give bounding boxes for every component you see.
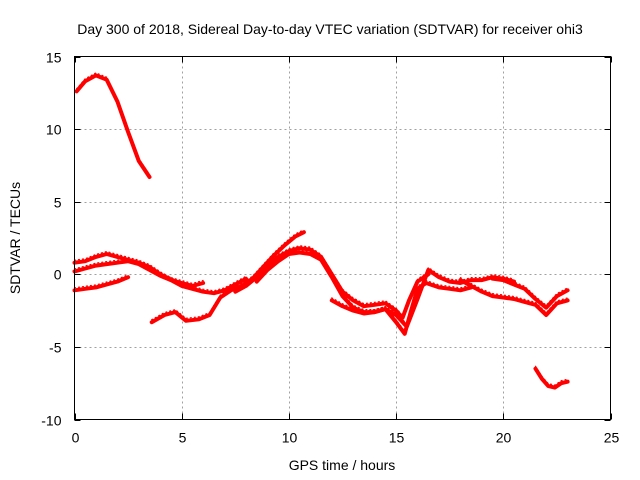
series-line-arc-5 (149, 230, 306, 325)
series-line-arc-4-jitter (73, 274, 129, 289)
series-line-arc-10-jitter (492, 275, 569, 306)
y-tick-labels: -10 -5 0 5 10 15 (41, 50, 61, 429)
series-line-arc-11 (533, 366, 570, 390)
series-line-arc-3-jitter (73, 258, 247, 292)
x-tick-label: 15 (389, 430, 405, 446)
series-line-arc-10 (490, 276, 570, 310)
series-line-arc-7-jitter (256, 249, 472, 332)
series-line-arc-1 (74, 73, 152, 179)
chart-title: Day 300 of 2018, Sidereal Day-to-day VTE… (77, 21, 583, 37)
x-axis-label: GPS time / hours (289, 457, 396, 473)
series-line-arc-3 (72, 259, 248, 296)
series-line-arc-6 (233, 246, 431, 320)
plot-frame (74, 56, 611, 420)
y-tick-label: -5 (49, 340, 62, 356)
y-tick-label: 10 (46, 122, 62, 138)
y-axis-label: SDTVAR / TECUs (7, 182, 23, 294)
x-tick-label: 25 (604, 430, 620, 446)
y-tick-label: 0 (54, 267, 62, 283)
y-tick-label: -10 (41, 413, 61, 429)
series-line-arc-7 (254, 250, 474, 336)
series-line-arc-9-jitter (459, 277, 569, 314)
x-tick-label: 0 (72, 430, 80, 446)
series-group (72, 72, 570, 390)
y-tick-label: 5 (54, 195, 62, 211)
x-tick-label: 10 (282, 430, 298, 446)
series-line-arc-8 (329, 267, 516, 329)
series-line-arc-11-jitter (534, 365, 569, 386)
tick-marks (74, 56, 612, 421)
x-tick-label: 5 (179, 430, 187, 446)
x-tick-label: 20 (496, 430, 512, 446)
series-line-arc-4 (72, 275, 131, 293)
x-tick-labels: 0 5 10 15 20 25 (72, 430, 620, 446)
series-line-arc-6-jitter (234, 245, 429, 316)
series-line-arc-9 (458, 278, 570, 317)
series-line-arc-1-jitter (75, 72, 151, 176)
series-line-arc-8-jitter (331, 266, 515, 325)
series-line-arc-5-jitter (151, 229, 305, 321)
grid-lines (74, 56, 611, 420)
y-tick-label: 15 (46, 50, 62, 66)
